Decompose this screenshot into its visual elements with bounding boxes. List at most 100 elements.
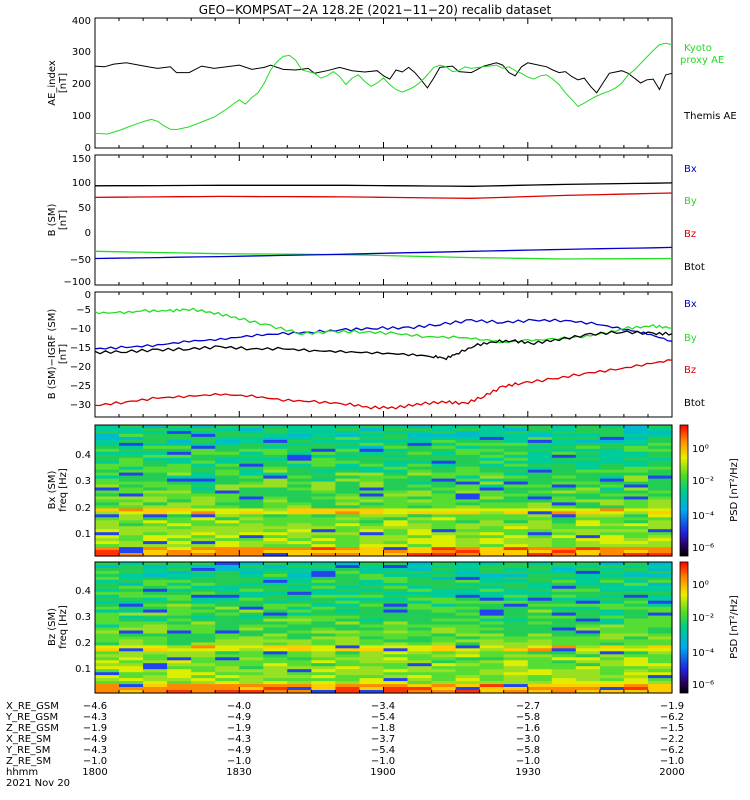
spectrogram-cell xyxy=(359,672,385,676)
spectrogram-cell xyxy=(431,433,457,438)
spectrogram-cell xyxy=(431,475,457,480)
spectrogram-cell xyxy=(191,475,216,480)
spectrogram-cell xyxy=(479,633,505,638)
spectrogram-cell xyxy=(239,425,264,429)
spectrogram-cell xyxy=(623,669,649,673)
spectrogram-cell xyxy=(191,496,216,501)
spectrogram-cell xyxy=(215,472,240,477)
spectrogram-cell xyxy=(143,448,168,453)
spectrogram-cell xyxy=(215,460,240,465)
spectrogram-cell xyxy=(623,496,649,501)
spectrogram-cell xyxy=(407,591,433,596)
spectrogram-cell xyxy=(575,502,601,506)
spectrogram-cell xyxy=(263,648,288,652)
spectrogram-cell xyxy=(287,570,312,575)
spectrogram-cell xyxy=(479,428,505,432)
spectrogram-cell xyxy=(575,666,601,670)
spectrogram-cell xyxy=(311,469,336,474)
spectrogram-cell xyxy=(503,651,529,655)
spectrogram-cell xyxy=(383,439,409,444)
spectrogram-cell xyxy=(527,603,553,608)
spectrogram-cell xyxy=(359,425,385,429)
spectrogram-cell xyxy=(599,633,625,638)
spectrogram-cell xyxy=(143,594,168,599)
spectrogram-cell xyxy=(239,433,264,438)
spectrogram-cell xyxy=(335,663,360,667)
spectrogram-cell xyxy=(143,439,168,444)
spectrogram-cell xyxy=(311,565,336,569)
spectrogram-cell xyxy=(407,484,433,489)
ephemeris-row-label: Y_RE_SM xyxy=(5,745,50,756)
spectrogram-cell xyxy=(215,565,240,569)
spectrogram-cell xyxy=(575,523,601,527)
spectrogram-cell xyxy=(263,433,288,438)
spectrogram-cell xyxy=(551,541,577,545)
spectrogram-cell xyxy=(215,493,240,498)
spectrogram-cell xyxy=(311,576,336,581)
spectrogram-cell xyxy=(287,472,312,477)
spectrogram-cell xyxy=(599,681,625,685)
spectrogram-cell xyxy=(575,508,601,512)
spectrogram-cell xyxy=(648,684,673,688)
spectrogram-cell xyxy=(599,570,625,575)
spectrogram-cell xyxy=(191,690,216,694)
spectrogram-cell xyxy=(479,609,505,614)
spectrogram-cell xyxy=(455,466,481,471)
spectrogram-cell xyxy=(383,669,409,673)
spectrogram-cell xyxy=(287,490,312,495)
spectrogram-cell xyxy=(479,568,505,572)
spectrogram-cell xyxy=(119,451,144,456)
spectrogram-cell xyxy=(648,654,673,658)
spectrogram-cell xyxy=(551,538,577,542)
spectrogram-cell xyxy=(383,499,409,503)
spectrogram-cell xyxy=(551,669,577,673)
spectrogram-cell xyxy=(143,532,168,536)
spectrogram-cell xyxy=(479,585,505,590)
spectrogram-cell xyxy=(431,487,457,492)
spectrogram-cell xyxy=(455,669,481,673)
spectrogram-cell xyxy=(623,436,649,441)
spectrogram-cell xyxy=(287,550,312,554)
spectrogram-cell xyxy=(551,460,577,465)
series-line-bz xyxy=(94,359,673,410)
spectrogram-cell xyxy=(407,657,433,661)
spectrogram-cell xyxy=(575,544,601,548)
spectrogram-cell xyxy=(335,630,360,635)
spectrogram-cell xyxy=(431,454,457,459)
spectrogram-cell xyxy=(119,573,144,578)
spectrogram-cell xyxy=(527,678,553,682)
spectrogram-cell xyxy=(287,460,312,465)
spectrogram-cell xyxy=(431,600,457,605)
spectrogram-cell xyxy=(431,550,457,554)
spectrogram-cell xyxy=(263,499,288,503)
spectrogram-cell xyxy=(503,597,529,602)
spectrogram-cell xyxy=(311,457,336,462)
spectrogram-cell xyxy=(407,618,433,623)
spectrogram-cell xyxy=(287,484,312,489)
spectrogram-cell xyxy=(527,478,553,483)
spectrogram-cell xyxy=(503,684,529,688)
spectrogram-cell xyxy=(167,579,192,584)
spectrogram-cell xyxy=(239,636,264,640)
spectrogram-cell xyxy=(431,425,457,429)
spectrogram-cell xyxy=(479,597,505,602)
spectrogram-cell xyxy=(383,505,409,509)
spectrogram-cell xyxy=(599,544,625,548)
spectrogram-cell xyxy=(191,636,216,640)
spectrogram-cell xyxy=(455,529,481,533)
spectrogram-cell xyxy=(191,657,216,661)
spectrogram-cell xyxy=(648,538,673,542)
spectrogram-cell xyxy=(239,570,264,575)
spectrogram-cell xyxy=(623,442,649,447)
spectrogram-cell xyxy=(599,591,625,596)
spectrogram-cell xyxy=(479,603,505,608)
spectrogram-cell xyxy=(167,642,192,646)
spectrogram-cell xyxy=(359,651,385,655)
spectrogram-cell xyxy=(143,496,168,501)
spectrogram-cell xyxy=(383,639,409,643)
spectrogram-cell xyxy=(503,568,529,572)
spectrogram-cell xyxy=(263,624,288,629)
spectrogram-cell xyxy=(648,657,673,661)
spectrogram-cell xyxy=(455,496,481,501)
spectrogram-cell xyxy=(479,499,505,503)
